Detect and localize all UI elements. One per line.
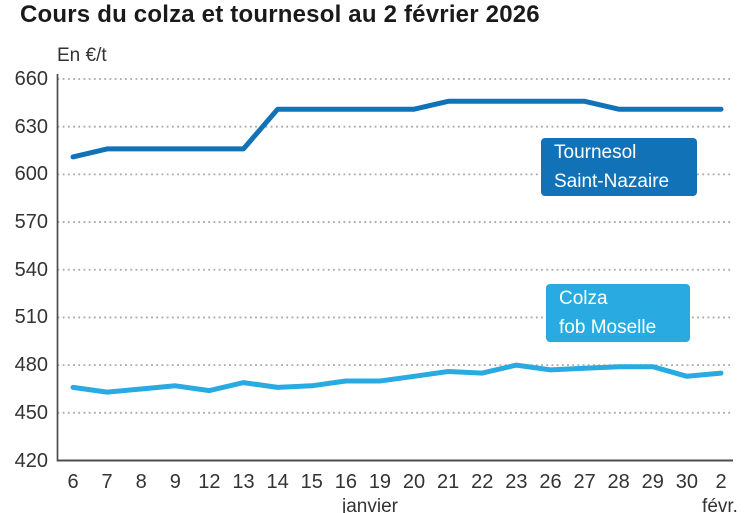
y-tick-label-600: 600 [14,163,48,186]
x-tick-label-2: 2 [715,471,727,493]
y-tick-label-450: 450 [14,401,48,424]
x-axis-month-label-janvier: janvier [342,496,398,513]
x-axis-month-label-fevrier: févr. [702,496,738,513]
x-tick-label-21: 21 [437,471,460,493]
chart-title: Cours du colza et tournesol au 2 février… [20,1,540,28]
series-label-colza: Colza fob Moselle [546,284,690,342]
y-tick-label-420: 420 [14,449,48,472]
x-tick-label-28: 28 [607,471,630,493]
y-axis-unit-label: En €/t [57,45,107,66]
series-label-text: Tournesol [554,142,637,163]
y-tick-label-510: 510 [14,306,48,329]
x-tick-label-23: 23 [505,471,528,493]
x-tick-label-26: 26 [539,471,562,493]
x-tick-label-8: 8 [135,471,147,493]
x-tick-label-29: 29 [641,471,664,493]
x-tick-label-7: 7 [101,471,113,493]
y-tick-label-480: 480 [14,354,48,377]
x-tick-label-22: 22 [471,471,494,493]
x-tick-label-9: 9 [169,471,181,493]
series-line-tournesol [70,98,724,160]
y-tick-label-660: 660 [14,68,48,90]
x-tick-label-12: 12 [198,471,221,493]
series-label-text: fob Moselle [559,317,657,338]
x-tick-label-13: 13 [232,471,255,493]
x-tick-label-19: 19 [368,471,392,493]
x-tick-label-30: 30 [675,471,699,493]
x-tick-label-20: 20 [402,471,426,493]
series-label-text: Saint-Nazaire [554,171,670,192]
x-tick-label-6: 6 [67,471,79,493]
y-tick-label-570: 570 [14,211,48,234]
y-tick-label-540: 540 [14,258,48,281]
x-tick-label-15: 15 [300,471,323,493]
x-tick-label-16: 16 [334,471,357,493]
series-line-colza [70,362,724,395]
y-tick-label-630: 630 [14,115,48,138]
series-label-tournesol: Tournesol Saint-Nazaire [541,138,697,196]
series-label-text: Colza [559,288,608,309]
x-tick-label-27: 27 [573,471,596,493]
x-tick-label-14: 14 [266,471,289,493]
